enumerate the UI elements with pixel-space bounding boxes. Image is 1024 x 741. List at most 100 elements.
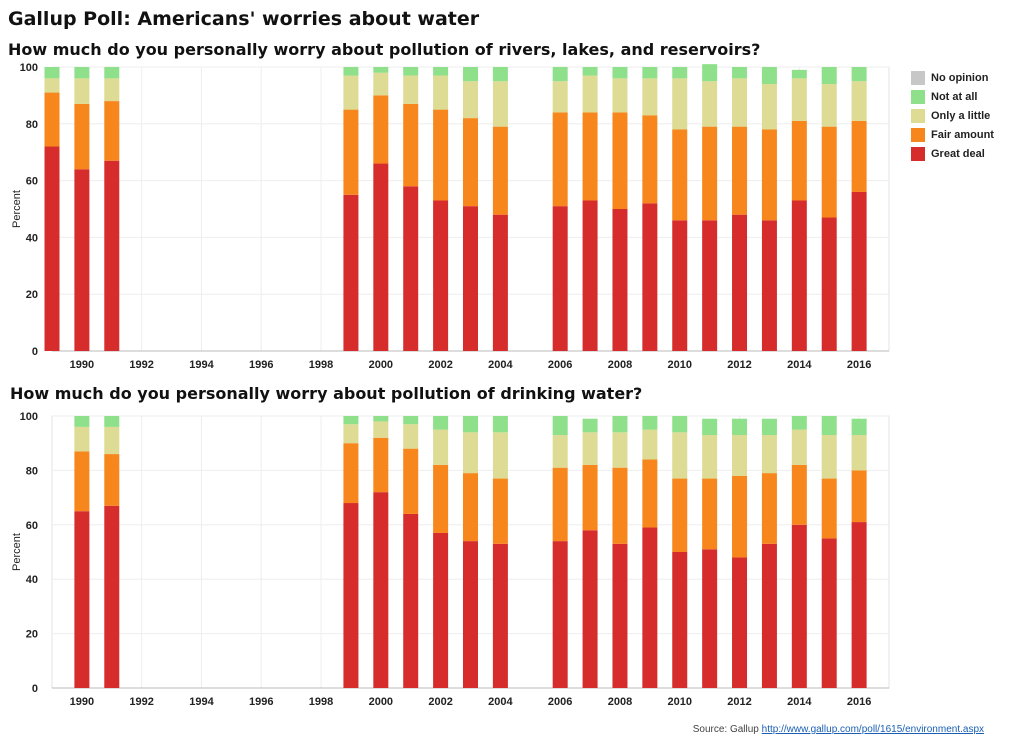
x-tick-label: 2008 [608, 359, 632, 370]
x-tick-label: 1994 [189, 696, 214, 708]
bar-segment-fair-amount-1991 [104, 101, 120, 161]
bar-segment-great-deal-2002 [433, 532, 449, 688]
bar-segment-great-deal-2007 [582, 200, 598, 351]
source-note: Source: Gallup http://www.gallup.com/pol… [693, 724, 984, 735]
bar-segment-only-a-little-1999 [343, 75, 359, 110]
bar-segment-only-a-little-1999 [343, 424, 359, 444]
bar-segment-great-deal-2004 [492, 214, 508, 351]
bar-segment-only-a-little-2006 [552, 81, 568, 113]
bar-segment-great-deal-2011 [702, 549, 718, 688]
bar-segment-fair-amount-2012 [732, 475, 748, 558]
legend-item-only-a-little: Only a little [911, 106, 1021, 125]
y-tick-label: 100 [20, 411, 38, 423]
bar-segment-not-at-all-1999 [343, 67, 359, 76]
bar-segment-great-deal-2015 [821, 217, 837, 351]
bar-segment-great-deal-2011 [702, 220, 718, 351]
chart-title-rivers: How much do you personally worry about p… [8, 40, 761, 59]
bar-segment-not-at-all-2000 [373, 67, 389, 73]
bar-segment-fair-amount-1990 [74, 103, 90, 170]
bar-segment-only-a-little-2004 [492, 81, 508, 127]
bar-segment-fair-amount-2008 [612, 112, 628, 209]
bar-segment-great-deal-2013 [761, 220, 777, 351]
bar-segment-not-at-all-1991 [104, 67, 120, 79]
bar-segment-fair-amount-2007 [582, 112, 598, 201]
bar-segment-not-at-all-2002 [433, 67, 449, 76]
bar-segment-fair-amount-2008 [612, 467, 628, 544]
bar-segment-not-at-all-2007 [582, 67, 598, 76]
bar-segment-great-deal-1990 [74, 169, 90, 351]
bar-segment-great-deal-1991 [104, 160, 120, 351]
bar-segment-only-a-little-2012 [732, 435, 748, 476]
legend-swatch [911, 70, 925, 85]
bar-segment-great-deal-2009 [642, 203, 658, 351]
x-tick-label: 2006 [548, 359, 572, 370]
bar-segment-not-at-all-2001 [403, 67, 419, 76]
bar-segment-fair-amount-2009 [642, 115, 658, 204]
x-tick-label: 1996 [249, 359, 273, 370]
bar-segment-only-a-little-2009 [642, 78, 658, 116]
x-tick-label: 2014 [787, 696, 812, 708]
bar-segment-not-at-all-2014 [791, 416, 807, 430]
chart-rivers-lakes-reservoirs: 0 20 40 60 80 100 1990 1992 1994 1996 1998 2000 2002… [11, 62, 890, 370]
bar-segment-fair-amount-2011 [702, 126, 718, 221]
bar-segment-only-a-little-2002 [433, 429, 449, 465]
bar-segment-great-deal-2006 [552, 206, 568, 351]
bar-segment-only-a-little-2016 [851, 435, 867, 471]
bar-segment-only-a-little-1990 [74, 426, 90, 452]
x-tick-label: 2012 [727, 696, 751, 708]
bar-segment-not-at-all-2001 [403, 416, 419, 425]
x-tick-label: 1992 [129, 696, 153, 708]
bar-segment-fair-amount-2004 [492, 478, 508, 544]
source-link[interactable]: http://www.gallup.com/poll/1615/environm… [761, 724, 984, 735]
legend-swatch [911, 146, 925, 161]
bar-segment-great-deal-2010 [672, 552, 688, 688]
bar-segment-fair-amount-2007 [582, 464, 598, 531]
bar-segment-not-at-all-1990 [74, 416, 90, 427]
bar-segment-only-a-little-2001 [403, 75, 419, 104]
bar-segment-fair-amount-2012 [732, 126, 748, 215]
legend-swatch [911, 127, 925, 142]
bar-segment-great-deal-1999 [343, 194, 359, 351]
y-tick-label: 100 [20, 62, 38, 74]
bar-segment-fair-amount-2013 [761, 129, 777, 221]
bar-segment-only-a-little-2010 [672, 78, 688, 130]
x-tick-label: 1994 [189, 359, 214, 370]
bar-segment-only-a-little-2014 [791, 429, 807, 465]
legend-item-not-at-all: Not at all [911, 87, 1021, 106]
bar-segment-great-deal-1990 [74, 511, 90, 688]
y-tick-label: 20 [26, 629, 38, 641]
bar-segment-only-a-little-2001 [403, 424, 419, 449]
bar-segment-only-a-little-2013 [761, 84, 777, 130]
bar-segment-great-deal-2000 [373, 163, 389, 351]
legend-item-no-opinion: No opinion [911, 68, 1021, 87]
bar-segment-great-deal-2003 [463, 541, 478, 688]
bar-segment-fair-amount-2014 [791, 464, 807, 525]
bar-segment-not-at-all-2004 [492, 416, 508, 433]
bar-segment-great-deal-2012 [732, 214, 748, 351]
bar-segment-not-at-all-2012 [732, 67, 748, 79]
y-tick-label: 40 [26, 574, 38, 586]
x-tick-label: 2004 [488, 696, 513, 708]
bar-segment-fair-amount-2009 [642, 459, 658, 528]
bar-segment-fair-amount-2000 [373, 437, 389, 493]
bar-segment-fair-amount-1999 [343, 443, 359, 504]
main-title: Gallup Poll: Americans' worries about wa… [8, 8, 480, 30]
bar-segment-fair-amount-2003 [463, 473, 478, 542]
bar-segment-not-at-all-2003 [463, 67, 478, 82]
bar-segment-great-deal-2016 [851, 522, 867, 688]
y-tick-label: 0 [32, 683, 38, 695]
bar-segment-only-a-little-2009 [642, 429, 658, 460]
bar-segment-only-a-little-2011 [702, 81, 718, 127]
bar-segment-fair-amount-2004 [492, 126, 508, 215]
bar-segment-not-at-all-2013 [761, 67, 777, 85]
x-tick-label: 2008 [608, 696, 632, 708]
y-axis-title: Percent [11, 190, 23, 228]
bar-segment-only-a-little-2003 [463, 81, 478, 119]
bar-segment-only-a-little-2000 [373, 421, 389, 438]
bar-segment-not-at-all-2015 [821, 67, 837, 85]
bar-segment-fair-amount-2015 [821, 126, 837, 218]
legend: No opinion Not at all Only a little Fair… [911, 68, 1021, 163]
bar-segment-great-deal-2009 [642, 527, 658, 688]
bar-segment-not-at-all-2009 [642, 416, 658, 430]
x-tick-label: 1992 [129, 359, 153, 370]
